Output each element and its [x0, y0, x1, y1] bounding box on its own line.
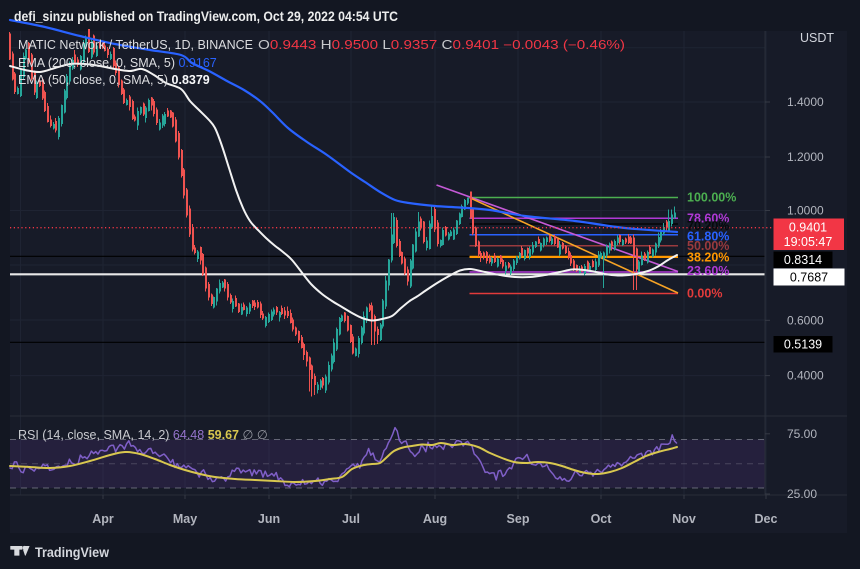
- svg-text:23.60%: 23.60%: [687, 264, 729, 278]
- svg-text:0.7687: 0.7687: [790, 271, 828, 285]
- svg-text:78.60%: 78.60%: [687, 211, 729, 225]
- svg-text:May: May: [173, 512, 197, 526]
- svg-text:O0.9443 H0.9500 L0.9357 C0.940: O 0.9443 H 0.9500 L 0.9357 C 0.9401 −0.0043 …: [258, 38, 625, 52]
- svg-text:38.20%: 38.20%: [687, 251, 729, 265]
- svg-text:Sep: Sep: [507, 512, 530, 526]
- svg-text:Dec: Dec: [755, 512, 778, 526]
- svg-text:defi_sinzu published on Tradin: defi_sinzu published on TradingView.com,…: [14, 9, 398, 25]
- svg-text:MATIC Network / TetherUS, 1D,: MATIC Network / TetherUS, 1D, BINANCE: [18, 38, 253, 52]
- svg-text:100.00%: 100.00%: [687, 191, 736, 205]
- svg-text:TradingView: TradingView: [35, 545, 109, 560]
- svg-text:0.5139: 0.5139: [784, 338, 822, 352]
- svg-text:Apr: Apr: [92, 512, 114, 526]
- svg-text:Nov: Nov: [672, 512, 696, 526]
- svg-text:61.80%: 61.80%: [687, 230, 729, 244]
- svg-text:USDT: USDT: [800, 31, 834, 45]
- svg-text:0.9401: 0.9401: [789, 221, 827, 235]
- svg-text:Jul: Jul: [342, 512, 360, 526]
- svg-text:1.2000: 1.2000: [787, 150, 824, 164]
- svg-text:50.00%: 50.00%: [687, 239, 729, 253]
- svg-text:0.4000: 0.4000: [787, 369, 824, 383]
- svg-text:Aug: Aug: [423, 512, 447, 526]
- svg-text:25.00: 25.00: [787, 487, 817, 501]
- svg-text:0.00%: 0.00%: [687, 286, 722, 300]
- svg-text:EMA (50, close, 0, SMA, 5) 0.8: EMA (50, close, 0, SMA, 5) 0.8379: [18, 73, 210, 87]
- svg-text:EMA (200, close, 0, SMA, 5) 0.: EMA (200, close, 0, SMA, 5) 0.9167: [18, 56, 217, 70]
- svg-text:1.4000: 1.4000: [787, 95, 824, 109]
- svg-text:0.8314: 0.8314: [784, 253, 822, 267]
- svg-text:0.6000: 0.6000: [787, 313, 824, 327]
- svg-text:Oct: Oct: [591, 512, 613, 526]
- svg-text:Jun: Jun: [258, 512, 280, 526]
- svg-text:70.20%: 70.20%: [687, 219, 729, 233]
- svg-text:1.0000: 1.0000: [787, 204, 824, 218]
- svg-text:RSI (14, close, SMA, 14, 2) 64: RSI (14, close, SMA, 14, 2) 64.48 59.67 …: [18, 428, 268, 442]
- svg-text:75.00: 75.00: [787, 427, 817, 441]
- svg-text:19:05:47: 19:05:47: [784, 235, 833, 249]
